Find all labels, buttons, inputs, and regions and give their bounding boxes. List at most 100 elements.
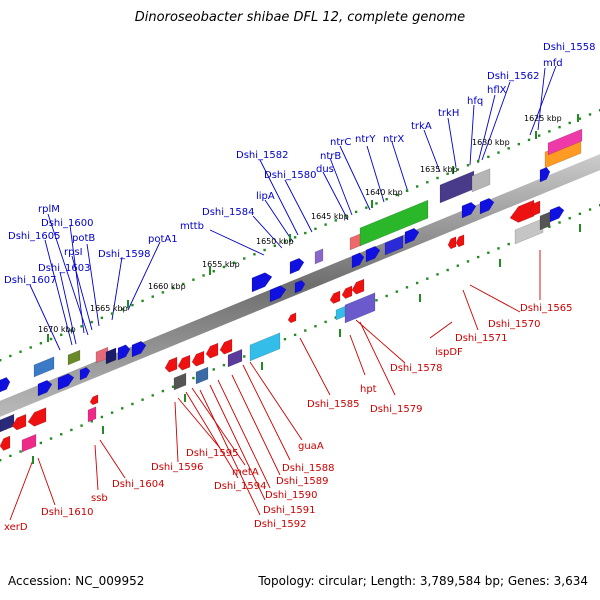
gene-feature: [173, 372, 187, 391]
gene-label-reverse: Dshi_1591: [263, 505, 315, 516]
scale-label: 1655 kbp: [202, 260, 240, 269]
gene-label-forward: hfq: [467, 96, 483, 107]
gene-label-forward: Dshi_1600: [41, 218, 93, 229]
upper-track-dot: [436, 176, 439, 180]
gene-label-forward: potB: [72, 233, 95, 244]
callout-line: [209, 229, 265, 256]
upper-track-dot: [19, 350, 22, 353]
lower-track-dot: [487, 251, 490, 254]
upper-track-dot: [100, 316, 104, 320]
gene-feature: [329, 290, 341, 304]
gene-label-forward: lipA: [256, 191, 275, 202]
gene-feature: [461, 201, 477, 219]
lower-track-dot: [70, 428, 73, 432]
gene-feature: [549, 205, 565, 223]
gene-feature: [249, 332, 281, 362]
gene-feature: [514, 218, 544, 245]
lower-track-dot: [568, 216, 571, 220]
upper-track-dot: [395, 193, 399, 197]
gene-label-forward: ntrX: [383, 134, 404, 145]
lower-track-dot: [39, 441, 43, 445]
upper-track-dot: [537, 134, 541, 137]
lower-track-dot: [0, 459, 2, 462]
lower-track-dot: [243, 355, 246, 358]
lower-track-dot: [19, 450, 22, 453]
lower-track-dot: [324, 320, 327, 324]
upper-track-dot: [365, 206, 368, 209]
gene-feature: [205, 342, 219, 359]
gene-feature: [351, 252, 365, 269]
lower-track-dot: [426, 277, 429, 280]
upper-track-dot: [466, 164, 470, 167]
callout-lines: [9, 65, 557, 521]
upper-track-dot: [487, 155, 490, 159]
upper-track-dot: [578, 117, 582, 120]
upper-track-dot: [517, 142, 521, 146]
upper-track-dot: [548, 130, 551, 133]
gene-feature: [219, 338, 233, 355]
gene-label-forward: Dshi_1607: [4, 275, 56, 286]
lower-track-dot: [304, 329, 307, 332]
gene-feature: [287, 312, 297, 324]
gene-feature: [131, 340, 147, 358]
callout-line: [185, 391, 239, 479]
upper-track-dot: [202, 274, 205, 277]
callout-line: [284, 179, 313, 233]
lower-track-dot: [375, 299, 378, 302]
upper-track-dot: [9, 354, 12, 358]
gene-label-reverse: Dshi_1565: [520, 303, 572, 314]
callout-line: [391, 141, 409, 193]
callout-line: [249, 361, 303, 441]
gene-features: [0, 128, 583, 453]
gene-feature: [27, 407, 47, 427]
upper-track-dot: [263, 248, 266, 252]
scale-label: 1645 kbp: [311, 212, 349, 221]
gene-label-forward: Dshi_1584: [202, 207, 254, 218]
upper-track-dot: [212, 270, 215, 273]
gene-feature: [79, 367, 91, 381]
lower-track-dot: [497, 247, 500, 250]
upper-track-dot: [283, 240, 287, 243]
callout-line: [44, 239, 73, 346]
lower-track-dot: [476, 255, 480, 259]
gene-labels: 1670 kbp 1665 kbp 1660 kbp 1655 kbp 1650 kbp…: [4, 42, 595, 533]
gene-feature: [439, 170, 475, 204]
callout-line: [447, 117, 457, 168]
callout-line: [86, 243, 100, 327]
scale-label: 1660 kbp: [148, 282, 186, 291]
gene-label-forward: ntrC: [330, 137, 351, 148]
callout-line: [469, 284, 521, 313]
lower-track-dot: [334, 316, 337, 319]
gene-feature: [547, 128, 583, 156]
lower-track-dot: [507, 242, 510, 246]
upper-track-dot: [0, 359, 2, 362]
lower-track-dot: [60, 433, 63, 436]
upper-track-dot: [426, 181, 429, 184]
gene-feature: [404, 227, 420, 245]
gene-label-forward: Dshi_1582: [236, 150, 288, 161]
lower-track-dot: [131, 402, 134, 406]
upper-track-dot: [222, 265, 226, 269]
upper-track-dot: [324, 223, 327, 226]
gene-label-reverse: Dshi_1579: [370, 404, 422, 415]
accession-text: Accession: NC_009952: [8, 574, 145, 588]
upper-track-dot: [70, 329, 73, 332]
upper-track-dot: [385, 197, 388, 201]
lower-track-dot: [90, 420, 93, 423]
upper-track-dot: [273, 244, 276, 247]
upper-track-dot: [507, 147, 510, 150]
gene-label-forward: Dshi_1562: [487, 71, 539, 82]
gene-feature: [447, 236, 457, 250]
callout-line: [322, 171, 349, 221]
callout-line: [481, 81, 511, 161]
upper-track-dot: [161, 291, 165, 294]
scale-label: 1635 kbp: [420, 165, 458, 174]
callout-line: [111, 256, 123, 321]
gene-feature: [0, 413, 15, 433]
callout-line: [191, 387, 246, 466]
gene-feature: [294, 280, 306, 294]
callout-line: [339, 145, 371, 211]
upper-track-dot: [182, 282, 185, 286]
callout-line: [359, 321, 396, 396]
